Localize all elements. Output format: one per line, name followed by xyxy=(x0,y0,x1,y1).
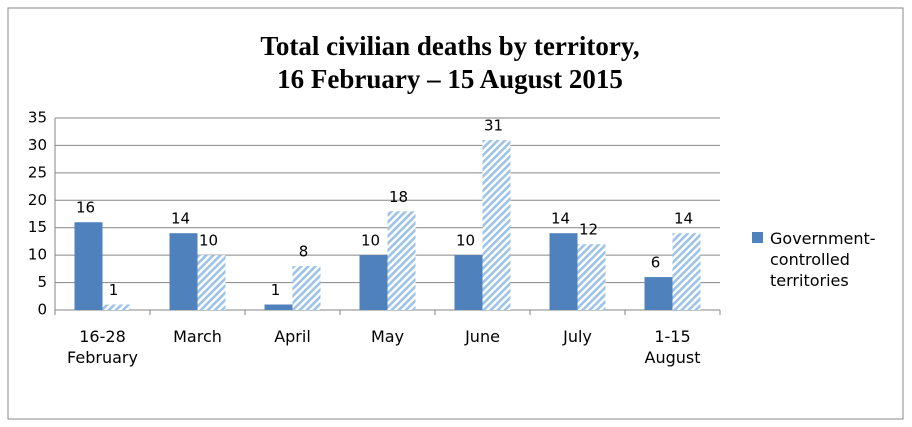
value-label: 14 xyxy=(551,210,570,228)
bar xyxy=(644,277,673,310)
value-label: 1 xyxy=(271,281,281,299)
x-tick-label: May xyxy=(370,327,405,346)
bar xyxy=(549,233,578,310)
y-tick-label: 5 xyxy=(37,273,47,291)
bar xyxy=(387,211,416,310)
legend-label: Government-controlled territories xyxy=(770,229,876,290)
value-label: 6 xyxy=(651,254,661,272)
bar xyxy=(577,244,606,310)
bar xyxy=(197,255,226,310)
value-label: 10 xyxy=(199,232,218,250)
y-tick-label: 30 xyxy=(28,136,47,154)
y-tick-label: 35 xyxy=(28,109,47,127)
value-label: 31 xyxy=(484,116,503,134)
bar xyxy=(102,304,131,310)
value-label: 1 xyxy=(109,281,119,299)
x-tick-label: 16-28 February xyxy=(67,327,138,367)
value-label: 12 xyxy=(579,221,598,239)
bar xyxy=(169,233,198,310)
bar xyxy=(292,266,321,310)
value-label: 16 xyxy=(76,199,95,217)
bar xyxy=(672,233,701,310)
bar xyxy=(454,255,483,310)
y-tick-label: 0 xyxy=(37,301,47,319)
bar xyxy=(74,222,103,310)
x-tick-label: April xyxy=(274,327,311,346)
legend-swatch xyxy=(752,232,763,243)
chart-title: Total civilian deaths by territory, 16 F… xyxy=(260,31,640,94)
y-tick-label: 20 xyxy=(28,191,47,209)
x-tick-label: 1-15 August xyxy=(644,327,701,367)
value-label: 10 xyxy=(456,232,475,250)
bar xyxy=(264,304,293,310)
value-label: 10 xyxy=(361,232,380,250)
chart-border xyxy=(7,7,904,420)
value-label: 14 xyxy=(674,210,693,228)
value-label: 14 xyxy=(171,210,190,228)
value-label: 8 xyxy=(299,243,309,261)
y-tick-label: 25 xyxy=(28,163,47,181)
value-label: 18 xyxy=(389,188,408,206)
x-tick-label: July xyxy=(563,327,592,346)
bar xyxy=(482,139,511,310)
y-tick-label: 15 xyxy=(28,218,47,236)
bar xyxy=(359,255,388,310)
y-tick-label: 10 xyxy=(28,246,47,264)
x-tick-label: June xyxy=(465,327,500,346)
x-tick-label: March xyxy=(173,327,222,346)
